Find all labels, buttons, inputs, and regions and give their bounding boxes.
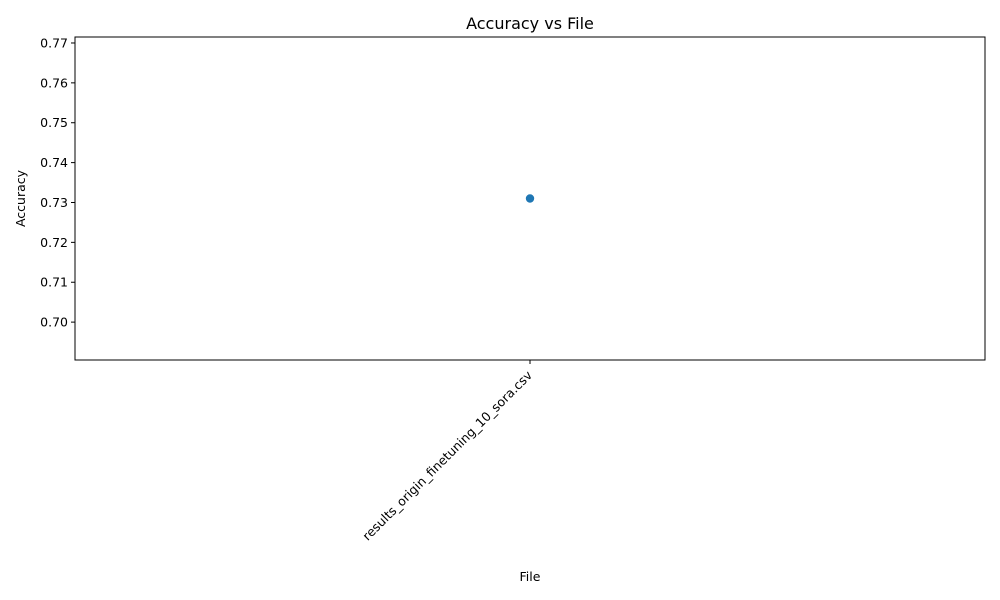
- plot-frame: [74, 36, 986, 361]
- x-axis-label: File: [520, 569, 541, 584]
- y-axis-ticks: 0.70 0.71 0.72 0.73 0.74 0.75 0.76 0.77: [40, 35, 75, 330]
- y-tick-label: 0.77: [40, 35, 68, 50]
- data-point: [525, 194, 535, 203]
- y-tick-label: 0.76: [40, 75, 68, 90]
- y-axis-label: Accuracy: [13, 169, 28, 227]
- chart-title: Accuracy vs File: [466, 14, 594, 33]
- y-tick-label: 0.70: [40, 315, 68, 330]
- y-tick-label: 0.75: [40, 115, 68, 130]
- y-tick-label: 0.73: [40, 195, 68, 210]
- y-tick-label: 0.71: [40, 275, 68, 290]
- y-tick-label: 0.72: [40, 235, 68, 250]
- y-tick-label: 0.74: [40, 155, 68, 170]
- data-points: [525, 194, 535, 203]
